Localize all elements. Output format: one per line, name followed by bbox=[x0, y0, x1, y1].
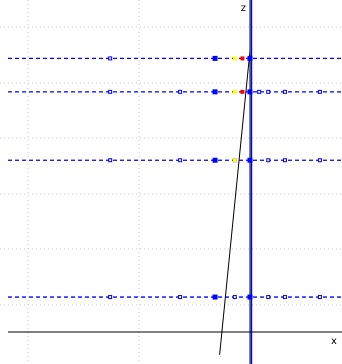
red-marker bbox=[240, 89, 245, 94]
blue-marker bbox=[108, 158, 113, 163]
blue-marker bbox=[178, 89, 183, 94]
blue-marker bbox=[178, 158, 183, 163]
blue-marker bbox=[212, 294, 218, 300]
blue-marker bbox=[282, 89, 287, 94]
blue-marker bbox=[178, 295, 183, 300]
yellow-marker bbox=[232, 158, 237, 163]
blue-marker bbox=[247, 89, 253, 95]
blue-marker bbox=[212, 157, 218, 163]
yellow-marker bbox=[232, 89, 237, 94]
blue-marker bbox=[266, 158, 271, 163]
blue-marker bbox=[282, 295, 287, 300]
blue-marker bbox=[266, 89, 271, 94]
blue-marker bbox=[266, 295, 271, 300]
blue-marker bbox=[232, 295, 237, 300]
level-lines bbox=[8, 57, 342, 298]
blue-marker bbox=[108, 295, 113, 300]
blue-marker bbox=[317, 158, 322, 163]
blue-marker bbox=[317, 295, 322, 300]
blue-marker bbox=[108, 56, 113, 61]
blue-marker bbox=[247, 157, 253, 163]
blue-marker bbox=[247, 55, 253, 61]
slanted-line bbox=[219, 50, 251, 355]
blue-marker bbox=[317, 89, 322, 94]
blue-marker bbox=[257, 89, 262, 94]
blue-marker bbox=[212, 89, 218, 95]
red-marker bbox=[240, 56, 245, 61]
axes bbox=[8, 0, 342, 364]
blue-marker bbox=[282, 158, 287, 163]
x-axis-label: x bbox=[331, 336, 337, 347]
blue-marker bbox=[108, 89, 113, 94]
yellow-marker bbox=[232, 56, 237, 61]
blue-marker bbox=[247, 294, 253, 300]
blue-marker bbox=[212, 55, 218, 61]
z-axis-label: z bbox=[241, 3, 246, 14]
data-markers bbox=[108, 55, 322, 300]
